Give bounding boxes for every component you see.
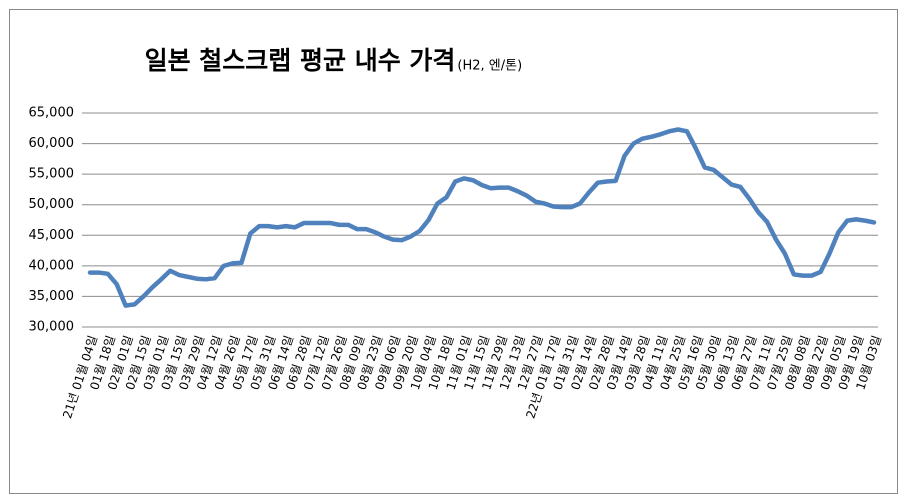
y-tick-label: 60,000: [29, 136, 75, 151]
y-tick-label: 45,000: [29, 228, 75, 243]
y-tick-label: 55,000: [29, 167, 75, 182]
chart-frame: [9, 9, 898, 494]
y-tick-label: 30,000: [29, 320, 75, 335]
data-line: [87, 127, 877, 308]
y-tick-label: 50,000: [29, 197, 75, 212]
chart-title: 일본 철스크랩 평균 내수 가격: [145, 46, 456, 75]
chart-subtitle: (H2, 엔/톤): [457, 59, 522, 74]
y-tick-label: 35,000: [29, 289, 75, 304]
y-tick-label: 65,000: [29, 106, 75, 121]
y-tick-label: 40,000: [29, 258, 75, 273]
